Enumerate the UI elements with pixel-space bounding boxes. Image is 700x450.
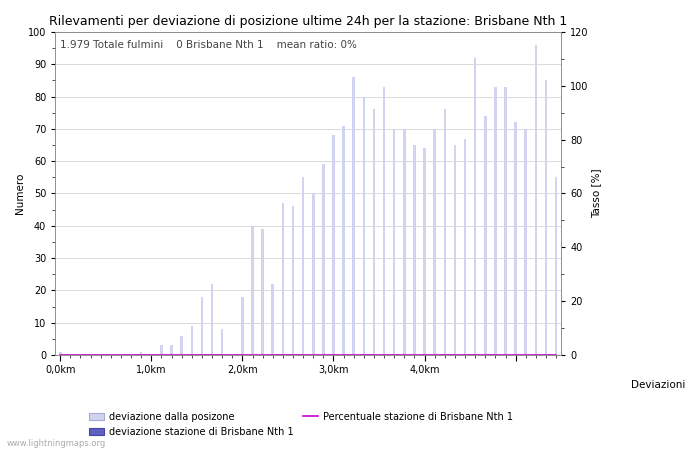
Bar: [201, 297, 203, 355]
Bar: [383, 87, 385, 355]
Bar: [524, 129, 527, 355]
Bar: [393, 129, 395, 355]
Bar: [545, 81, 547, 355]
Bar: [181, 336, 183, 355]
Bar: [444, 109, 446, 355]
Bar: [403, 129, 405, 355]
Bar: [312, 194, 314, 355]
Bar: [504, 87, 507, 355]
Bar: [170, 345, 173, 355]
Text: 1.979 Totale fulmini    0 Brisbane Nth 1    mean ratio: 0%: 1.979 Totale fulmini 0 Brisbane Nth 1 me…: [60, 40, 357, 50]
Bar: [241, 297, 244, 355]
Bar: [160, 345, 162, 355]
Bar: [555, 177, 557, 355]
Text: Deviazioni: Deviazioni: [631, 380, 685, 390]
Bar: [211, 284, 214, 355]
Bar: [363, 97, 365, 355]
Bar: [281, 203, 284, 355]
Bar: [342, 126, 345, 355]
Bar: [454, 145, 456, 355]
Bar: [424, 148, 426, 355]
Bar: [372, 109, 375, 355]
Bar: [59, 352, 62, 355]
Bar: [474, 58, 477, 355]
Bar: [535, 45, 537, 355]
Text: www.lightningmaps.org: www.lightningmaps.org: [7, 439, 106, 448]
Bar: [464, 139, 466, 355]
Bar: [514, 122, 517, 355]
Bar: [353, 77, 355, 355]
Bar: [251, 226, 254, 355]
Legend: deviazione dalla posizone, deviazione stazione di Brisbane Nth 1, Percentuale st: deviazione dalla posizone, deviazione st…: [85, 408, 517, 441]
Bar: [261, 229, 264, 355]
Bar: [433, 129, 436, 355]
Bar: [292, 207, 294, 355]
Bar: [484, 116, 486, 355]
Bar: [140, 352, 143, 355]
Bar: [302, 177, 304, 355]
Bar: [332, 135, 335, 355]
Title: Rilevamenti per deviazione di posizione ultime 24h per la stazione: Brisbane Nth: Rilevamenti per deviazione di posizione …: [49, 15, 567, 28]
Bar: [272, 284, 274, 355]
Bar: [221, 329, 223, 355]
Bar: [190, 326, 193, 355]
Bar: [494, 87, 497, 355]
Y-axis label: Numero: Numero: [15, 173, 25, 214]
Y-axis label: Tasso [%]: Tasso [%]: [592, 169, 601, 218]
Bar: [413, 145, 416, 355]
Bar: [322, 164, 325, 355]
